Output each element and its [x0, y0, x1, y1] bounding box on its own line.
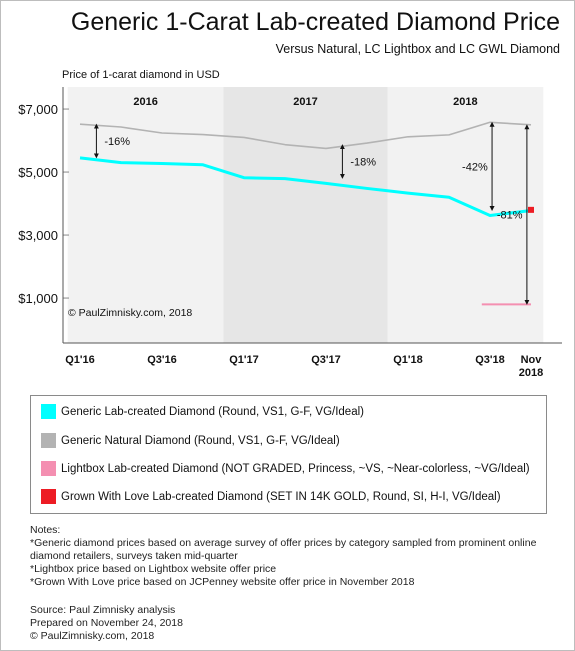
legend-label: Generic Natural Diamond (Round, VS1, G-F…: [61, 435, 340, 447]
copyright-line: © PaulZimnisky.com, 2018: [30, 630, 155, 642]
notes: Notes: *Generic diamond prices based on …: [30, 524, 560, 589]
note-line: diamond retailers, surveys taken mid-qua…: [30, 550, 238, 562]
y-tick-label: $1,000: [18, 291, 58, 306]
change-label: -18%: [350, 156, 376, 168]
legend-swatch: [41, 489, 56, 505]
watermark: © PaulZimnisky.com, 2018: [68, 307, 192, 319]
change-label: -81%: [497, 210, 523, 222]
legend-item-natural: Generic Natural Diamond (Round, VS1, G-F…: [41, 432, 340, 450]
legend-swatch: [41, 461, 56, 477]
year-band-label: 2018: [453, 96, 477, 108]
x-tick-label: Nov: [521, 354, 543, 366]
chart-subtitle: Versus Natural, LC Lightbox and LC GWL D…: [275, 42, 560, 56]
x-tick-label: 2018: [519, 367, 543, 379]
legend-label: Lightbox Lab-created Diamond (NOT GRADED…: [61, 463, 530, 475]
series-line: [79, 156, 532, 218]
legend-item-lab-created: Generic Lab-created Diamond (Round, VS1,…: [41, 403, 364, 421]
gwl-price-point: [528, 206, 534, 213]
y-axis-label: Price of 1-carat diamond in USD: [62, 69, 220, 81]
chart-title: Generic 1-Carat Lab-created Diamond Pric…: [70, 8, 560, 36]
year-band: [223, 87, 388, 343]
x-tick-label: Q3'16: [147, 354, 177, 366]
y-tick-label: $7,000: [18, 102, 58, 117]
legend-swatch: [41, 404, 56, 420]
change-label: -16%: [104, 136, 130, 148]
price-chart: 2016 2017 2018 $1,000 $3,000 $5,000 $7,000 Q1'1…: [18, 87, 562, 379]
y-tick-label: $3,000: [18, 228, 58, 243]
x-tick-label: Q3'17: [311, 354, 341, 366]
legend-item-lightbox: Lightbox Lab-created Diamond (NOT GRADED…: [41, 460, 530, 478]
x-tick-label: Q1'17: [229, 354, 259, 366]
legend-label: Generic Lab-created Diamond (Round, VS1,…: [61, 406, 364, 418]
legend-swatch: [41, 433, 56, 449]
legend-item-grown-with-love: Grown With Love Lab-created Diamond (SET…: [41, 488, 501, 506]
change-label: -42%: [462, 161, 488, 173]
x-tick-label: Q1'18: [393, 354, 423, 366]
source: Source: Paul Zimnisky analysis Prepared …: [30, 604, 183, 643]
x-tick-label: Q1'16: [65, 354, 95, 366]
note-line: *Generic diamond prices based on average…: [30, 537, 537, 549]
notes-heading: Notes:: [30, 524, 61, 536]
year-band-label: 2017: [293, 96, 317, 108]
note-line: *Grown With Love price based on JCPenney…: [30, 576, 415, 588]
y-tick-label: $5,000: [18, 165, 58, 180]
series-line: [79, 121, 532, 150]
source-line: Source: Paul Zimnisky analysis: [30, 604, 176, 616]
year-band: [67, 87, 224, 343]
prepared-line: Prepared on November 24, 2018: [30, 617, 183, 629]
legend: Generic Lab-created Diamond (Round, VS1,…: [30, 395, 547, 514]
legend-label: Grown With Love Lab-created Diamond (SET…: [61, 491, 501, 503]
year-band-label: 2016: [133, 96, 157, 108]
x-tick-label: Q3'18: [475, 354, 505, 366]
note-line: *Lightbox price based on Lightbox websit…: [30, 563, 277, 575]
